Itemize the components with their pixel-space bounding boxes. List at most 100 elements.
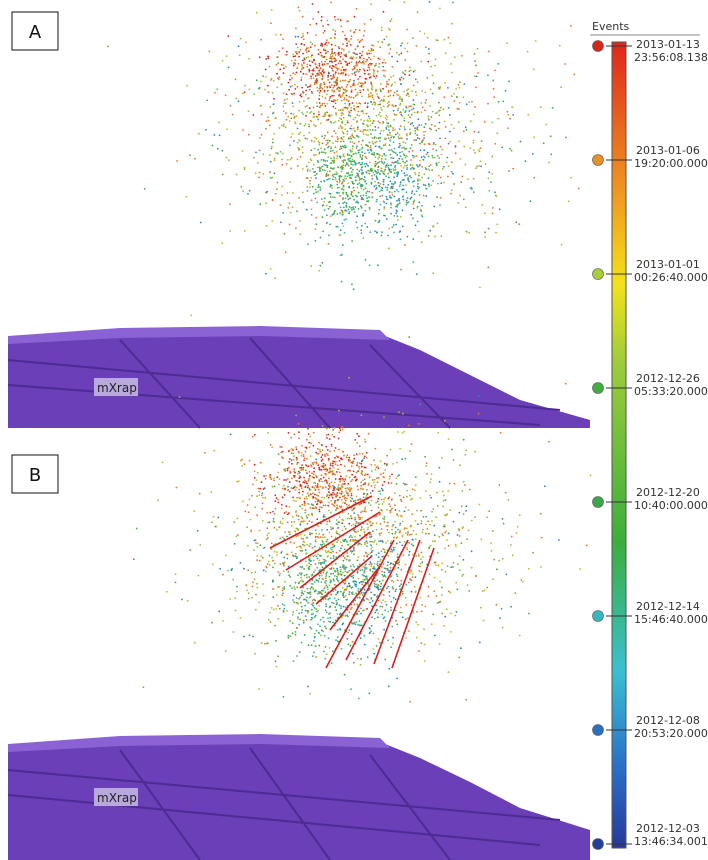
event-point bbox=[470, 120, 472, 122]
event-point bbox=[296, 655, 298, 657]
event-point bbox=[274, 158, 276, 160]
event-point bbox=[325, 646, 327, 648]
event-point bbox=[458, 529, 460, 531]
event-point bbox=[400, 83, 402, 85]
event-point bbox=[425, 46, 427, 48]
event-point bbox=[339, 182, 341, 184]
event-point bbox=[461, 55, 463, 57]
event-point bbox=[361, 178, 363, 180]
event-point bbox=[366, 457, 368, 459]
event-point bbox=[415, 534, 417, 536]
event-point bbox=[314, 63, 316, 65]
event-point bbox=[408, 110, 410, 112]
event-point bbox=[321, 159, 323, 161]
event-point bbox=[344, 494, 346, 496]
event-point bbox=[332, 497, 334, 499]
event-point bbox=[429, 573, 431, 575]
event-point bbox=[315, 125, 317, 127]
event-point bbox=[327, 493, 329, 495]
event-point bbox=[330, 557, 332, 559]
event-point bbox=[335, 589, 337, 591]
event-point bbox=[502, 627, 504, 629]
event-point bbox=[266, 225, 268, 227]
event-point bbox=[360, 164, 362, 166]
event-point bbox=[282, 603, 284, 605]
event-point bbox=[291, 459, 293, 461]
event-point bbox=[301, 43, 303, 45]
event-point bbox=[348, 62, 350, 64]
event-point bbox=[313, 59, 315, 61]
event-point bbox=[340, 146, 342, 148]
event-point bbox=[321, 529, 323, 531]
event-point bbox=[357, 187, 359, 189]
event-point bbox=[289, 202, 291, 204]
event-point bbox=[502, 518, 504, 520]
event-point bbox=[352, 148, 354, 150]
event-point bbox=[309, 183, 311, 185]
event-point bbox=[462, 490, 464, 492]
event-point bbox=[365, 180, 367, 182]
event-point bbox=[255, 609, 257, 611]
event-point bbox=[347, 518, 349, 520]
event-point bbox=[376, 584, 378, 586]
event-point bbox=[291, 60, 293, 62]
event-point bbox=[411, 167, 413, 169]
event-point bbox=[382, 580, 384, 582]
event-point bbox=[314, 501, 316, 503]
event-point bbox=[372, 571, 374, 573]
event-point bbox=[319, 167, 321, 169]
event-point bbox=[367, 88, 369, 90]
event-point bbox=[354, 536, 356, 538]
event-point bbox=[333, 436, 335, 438]
event-point bbox=[337, 53, 339, 55]
event-point bbox=[361, 569, 363, 571]
event-point bbox=[283, 696, 285, 698]
event-point bbox=[336, 78, 338, 80]
event-point bbox=[451, 171, 453, 173]
event-point bbox=[357, 183, 359, 185]
event-point bbox=[329, 607, 331, 609]
event-point bbox=[271, 548, 273, 550]
event-point bbox=[365, 61, 367, 63]
event-point bbox=[221, 150, 223, 152]
event-point bbox=[286, 163, 288, 165]
event-point bbox=[327, 551, 329, 553]
event-point bbox=[287, 116, 289, 118]
event-point bbox=[268, 619, 270, 621]
event-point bbox=[368, 433, 370, 435]
event-point bbox=[439, 581, 441, 583]
event-point bbox=[259, 203, 261, 205]
event-point bbox=[430, 66, 432, 68]
event-point bbox=[444, 526, 446, 528]
event-point bbox=[309, 566, 311, 568]
event-point bbox=[302, 91, 304, 93]
event-point bbox=[527, 51, 529, 53]
event-point bbox=[437, 505, 439, 507]
event-point bbox=[347, 632, 349, 634]
event-point bbox=[367, 656, 369, 658]
event-point bbox=[392, 129, 394, 131]
event-point bbox=[347, 644, 349, 646]
event-point bbox=[321, 61, 323, 63]
event-point bbox=[372, 168, 374, 170]
event-point bbox=[307, 86, 309, 88]
event-point bbox=[263, 569, 265, 571]
event-point bbox=[321, 460, 323, 462]
event-point bbox=[319, 591, 321, 593]
event-point bbox=[395, 105, 397, 107]
event-point bbox=[333, 58, 335, 60]
event-point bbox=[474, 60, 476, 62]
event-point bbox=[400, 165, 402, 167]
event-point bbox=[421, 604, 423, 606]
event-point bbox=[416, 555, 418, 557]
event-point bbox=[465, 164, 467, 166]
event-point bbox=[369, 129, 371, 131]
event-point bbox=[384, 572, 386, 574]
event-point bbox=[410, 123, 412, 125]
event-point bbox=[359, 29, 361, 31]
event-point bbox=[395, 590, 397, 592]
event-point bbox=[324, 86, 326, 88]
event-point bbox=[326, 94, 328, 96]
event-point bbox=[299, 220, 301, 222]
event-point bbox=[512, 554, 514, 556]
